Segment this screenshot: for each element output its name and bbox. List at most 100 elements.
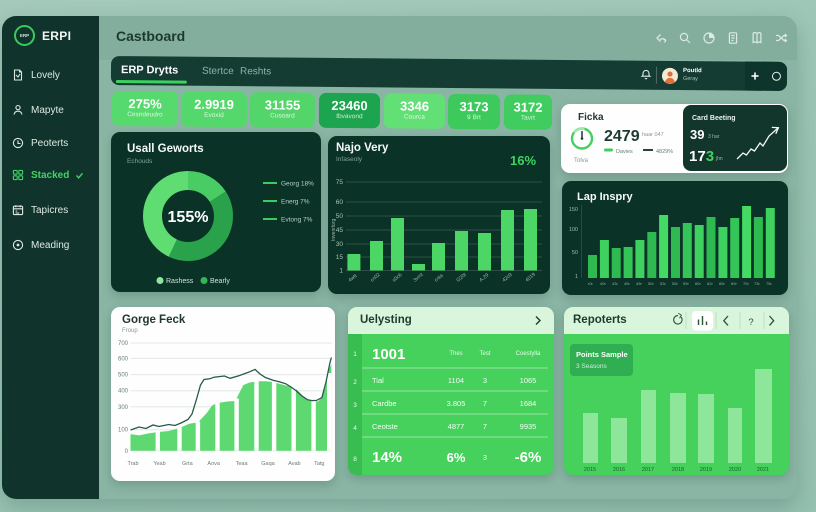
- svg-text:Teaa: Teaa: [236, 461, 249, 467]
- svg-text:70r: 70r: [743, 281, 749, 286]
- svg-text:Cardbe: Cardbe: [372, 399, 397, 408]
- svg-text:Evtong 7%: Evtong 7%: [281, 217, 313, 224]
- svg-text:300: 300: [118, 405, 129, 411]
- svg-text:2: 2: [353, 379, 357, 386]
- svg-text:Thes: Thes: [449, 351, 462, 357]
- svg-text:600: 600: [118, 356, 129, 362]
- svg-text:?: ?: [748, 317, 753, 328]
- svg-text:jhn: jhn: [715, 156, 723, 162]
- svg-text:1104: 1104: [448, 376, 464, 385]
- svg-text:50: 50: [336, 213, 344, 220]
- svg-text:3: 3: [353, 402, 357, 409]
- svg-text:100: 100: [569, 227, 578, 233]
- svg-text:50: 50: [572, 250, 578, 256]
- svg-text:1065: 1065: [520, 376, 537, 385]
- svg-text:2019: 2019: [700, 467, 712, 473]
- svg-text:500: 500: [118, 373, 129, 379]
- svg-text:173: 173: [689, 148, 714, 165]
- svg-text:1: 1: [339, 268, 343, 275]
- svg-text:3 har: 3 har: [708, 134, 720, 140]
- svg-text:2021: 2021: [757, 467, 769, 473]
- svg-text:A.29: A.29: [478, 272, 490, 283]
- svg-text:s0c6: s0c6: [391, 272, 403, 284]
- svg-text:8: 8: [353, 456, 357, 463]
- svg-text:1001: 1001: [372, 346, 405, 363]
- svg-text:Test: Test: [479, 351, 490, 357]
- svg-text:53r: 53r: [660, 281, 666, 286]
- svg-text:49r: 49r: [636, 281, 642, 286]
- svg-text:3 Seasons: 3 Seasons: [576, 363, 607, 370]
- svg-text:4877: 4877: [448, 422, 465, 431]
- svg-text:Invenrlorg: Invenrlorg: [331, 219, 337, 241]
- svg-text:Bearly: Bearly: [210, 278, 230, 285]
- svg-text:69r: 69r: [731, 281, 737, 286]
- svg-text:39: 39: [690, 127, 704, 142]
- svg-text:30: 30: [336, 241, 344, 248]
- svg-text:100: 100: [118, 428, 129, 434]
- svg-text:Davies: Davies: [616, 149, 633, 155]
- svg-text:Tial: Tial: [372, 376, 384, 385]
- svg-text:42c9: 42c9: [501, 272, 513, 284]
- svg-text:2479: 2479: [604, 128, 640, 145]
- svg-text:45r: 45r: [624, 281, 630, 286]
- svg-text:Tatg: Tatg: [314, 461, 324, 467]
- svg-text:155%: 155%: [168, 209, 209, 226]
- svg-text:r0r: r0r: [588, 281, 594, 286]
- svg-text:9935: 9935: [520, 422, 537, 431]
- svg-text:3: 3: [483, 455, 487, 462]
- svg-text:2020: 2020: [729, 467, 741, 473]
- svg-text:Card Beeting: Card Beeting: [692, 115, 736, 122]
- svg-text:1684: 1684: [520, 399, 537, 408]
- svg-text:Tolva: Tolva: [574, 158, 589, 164]
- svg-text:6%: 6%: [447, 450, 466, 465]
- svg-text:Coestylla: Coestylla: [516, 351, 541, 357]
- svg-text:1: 1: [353, 351, 357, 358]
- svg-text:75: 75: [336, 179, 344, 186]
- svg-text:4: 4: [353, 425, 357, 432]
- svg-text:15: 15: [336, 254, 344, 261]
- svg-text:2018: 2018: [672, 467, 684, 473]
- svg-text:700: 700: [118, 341, 129, 347]
- svg-text:Ceotste: Ceotste: [372, 422, 398, 431]
- svg-text:Trab: Trab: [127, 461, 138, 467]
- svg-text:2015: 2015: [584, 467, 596, 473]
- svg-text:55r: 55r: [672, 281, 678, 286]
- svg-text:Yeab: Yeab: [153, 461, 165, 467]
- svg-text:150: 150: [569, 207, 578, 213]
- svg-text:50r: 50r: [648, 281, 654, 286]
- svg-text:4829%: 4829%: [656, 149, 673, 155]
- svg-text:400: 400: [118, 389, 129, 395]
- svg-text:cnta: cnta: [433, 273, 444, 284]
- svg-text:14%: 14%: [372, 449, 402, 466]
- svg-text:Avab: Avab: [288, 461, 300, 467]
- svg-text:43r: 43r: [612, 281, 618, 286]
- svg-text:4wtt: 4wtt: [347, 273, 358, 284]
- svg-text:Rashess: Rashess: [166, 278, 194, 285]
- svg-text:Gaqa: Gaqa: [261, 461, 275, 467]
- svg-text:cn02: cn02: [369, 272, 381, 284]
- svg-text:3vmt: 3vmt: [412, 272, 425, 284]
- svg-text:59r: 59r: [683, 281, 689, 286]
- svg-text:75r: 75r: [766, 281, 772, 286]
- svg-text:7: 7: [483, 399, 487, 408]
- svg-text:60r: 60r: [695, 281, 701, 286]
- svg-text:Points Sample: Points Sample: [576, 350, 628, 359]
- svg-text:-6%: -6%: [515, 449, 542, 466]
- svg-text:G20t: G20t: [455, 272, 468, 284]
- svg-text:Grta: Grta: [182, 461, 194, 467]
- svg-text:40r: 40r: [600, 281, 606, 286]
- svg-text:2017: 2017: [642, 467, 654, 473]
- svg-text:0: 0: [125, 449, 129, 455]
- svg-text:1: 1: [575, 274, 578, 280]
- svg-text:7: 7: [483, 422, 487, 431]
- svg-text:73r: 73r: [754, 281, 760, 286]
- svg-text:3.805: 3.805: [447, 399, 466, 408]
- svg-text:3: 3: [483, 376, 487, 385]
- svg-text:62r: 62r: [707, 281, 713, 286]
- svg-text:Energ 7%: Energ 7%: [281, 199, 310, 206]
- svg-text:65r: 65r: [719, 281, 725, 286]
- svg-text:4019: 4019: [524, 272, 537, 284]
- svg-text:45: 45: [336, 227, 344, 234]
- svg-text:Aova: Aova: [207, 461, 220, 467]
- svg-text:2016: 2016: [613, 467, 625, 473]
